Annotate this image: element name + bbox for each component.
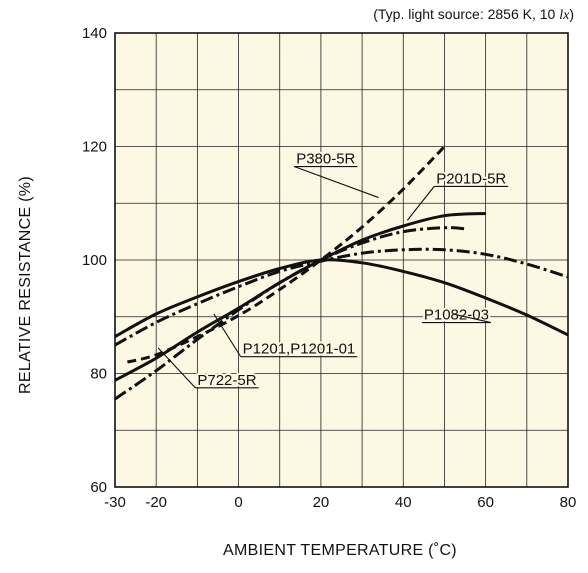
label-leader-line	[294, 166, 379, 199]
x-tick-label: 20	[313, 494, 330, 511]
curve-label-group: P722-5R	[157, 347, 259, 391]
curve-label-group: P1082-03	[421, 305, 492, 326]
plot-frame	[114, 32, 569, 488]
curve-label-group: P201D-5R	[406, 168, 508, 221]
x-axis-label: AMBIENT TEMPERATURE (˚C)	[223, 542, 457, 559]
y-tick-label: 100	[82, 252, 107, 269]
x-tick-label: -20	[145, 494, 167, 511]
x-tick-label: -30	[104, 494, 126, 511]
x-tick-label: 40	[395, 494, 412, 511]
light-source-note-close: )	[569, 6, 574, 22]
x-tick-label: 60	[477, 494, 494, 511]
label-leader-line	[157, 347, 196, 389]
curve-label: P1201,P1201-01	[243, 341, 356, 358]
series-line-p1082-03	[114, 258, 569, 338]
series-line-p722-5r	[114, 226, 466, 401]
x-tick-label: 80	[560, 494, 577, 511]
light-source-note-unit: lx	[559, 8, 570, 23]
y-tick-label: 80	[90, 366, 107, 383]
label-leader-line	[406, 186, 435, 221]
light-source-note-text: (Typ. light source: 2856 K, 10	[373, 6, 560, 22]
curve-label: P380-5R	[296, 151, 355, 168]
label-leader-line	[213, 313, 242, 357]
series-line-p380-5r	[127, 145, 446, 364]
curve-label-group: P1201,P1201-01	[213, 313, 358, 360]
series-line-p1201-p1201-01	[114, 247, 569, 347]
curve-label: P201D-5R	[436, 170, 506, 187]
y-tick-label: 120	[82, 139, 107, 156]
light-source-note: (Typ. light source: 2856 K, 10 lx)	[373, 6, 574, 24]
label-leader-line	[452, 313, 492, 324]
y-tick-label: 60	[90, 479, 107, 496]
y-tick-label: 140	[82, 25, 107, 42]
curve-label-group: P380-5R	[294, 149, 379, 199]
curve-label: P722-5R	[197, 372, 256, 389]
x-tick-label: 0	[234, 494, 242, 511]
